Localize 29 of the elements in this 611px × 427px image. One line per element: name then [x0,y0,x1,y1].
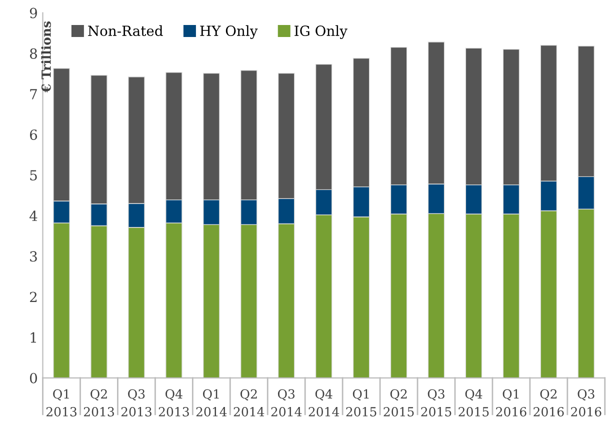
x-tick-label: Q3 2016 [571,389,602,416]
x-tick-label: Q2 2014 [234,389,264,416]
x-tick-label: Q1 2014 [196,389,227,416]
legend-label: HY Only [200,25,258,39]
y-tick-label: 8 [30,48,37,59]
x-tick-label: Q4 2014 [308,389,340,416]
x-tick-label: Q3 2013 [121,389,152,416]
x-tick-label: Q3 2014 [271,389,302,416]
y-tick-label: 0 [30,372,37,384]
y-tick-label: 4 [30,210,38,221]
y-tick-label: 2 [30,292,37,302]
y-tick-label: 1 [30,332,36,343]
y-tick-label: 9 [30,8,37,18]
x-tick-label: Q3 2015 [421,389,452,416]
y-tick-label: 5 [30,170,37,181]
x-tick-label: Q1 2016 [496,389,526,416]
y-axis-title: € Trillions [41,21,51,92]
y-tick-label: 6 [30,129,38,140]
legend-label: Non-Rated [88,25,163,36]
y-tick-label: 3 [30,251,37,262]
x-tick-label: Q2 2013 [84,389,114,416]
x-tick-label: Q4 2015 [458,389,489,416]
x-tick-label: Q1 2015 [346,389,376,416]
x-tick-label: Q1 2013 [46,389,76,416]
y-tick-label: 7 [30,89,37,100]
x-tick-label: Q2 2015 [384,389,414,416]
legend-label: IG Only [294,25,348,39]
x-tick-label: Q2 2016 [534,389,564,416]
x-tick-label: Q4 2013 [158,389,189,416]
